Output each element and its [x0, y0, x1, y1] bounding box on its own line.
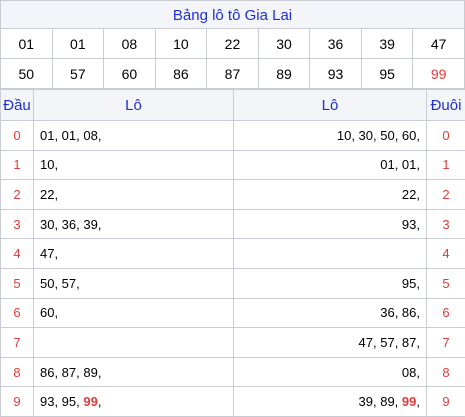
dau-cell: 7 — [1, 328, 34, 358]
number-cell: 50 — [1, 59, 53, 89]
lo-right-header: Lô — [234, 90, 427, 121]
lo-right-cell: 47, 57, 87, — [234, 328, 427, 358]
lo-left-cell — [34, 328, 234, 358]
lo-right-cell: 39, 89, 99, — [234, 387, 427, 417]
loto-row: 9 93, 95, 99, 39, 89, 99, 9 — [1, 387, 465, 417]
loto-row: 8 86, 87, 89, 08, 8 — [1, 357, 465, 387]
duoi-cell: 7 — [427, 328, 465, 358]
numbers-row-2: 50 57 60 86 87 89 93 95 99 — [1, 59, 465, 89]
number-cell: 86 — [155, 59, 207, 89]
duoi-cell: 4 — [427, 239, 465, 269]
lo-left-cell: 01, 01, 08, — [34, 121, 234, 151]
loto-row: 3 30, 36, 39, 93, 3 — [1, 209, 465, 239]
duoi-cell: 5 — [427, 268, 465, 298]
number-cell: 01 — [1, 29, 53, 59]
number-cell: 89 — [258, 59, 310, 89]
dau-cell: 5 — [1, 268, 34, 298]
number-cell: 30 — [258, 29, 310, 59]
number-cell-highlight: 99 — [413, 59, 465, 89]
number-cell: 47 — [413, 29, 465, 59]
number-cell: 22 — [207, 29, 259, 59]
lo-right-cell: 36, 86, — [234, 298, 427, 328]
lo-left-cell: 22, — [34, 180, 234, 210]
loto-row: 0 01, 01, 08, 10, 30, 50, 60, 0 — [1, 121, 465, 151]
lo-right-cell: 08, — [234, 357, 427, 387]
loto-row: 7 47, 57, 87, 7 — [1, 328, 465, 358]
dau-cell: 0 — [1, 121, 34, 151]
lo-left-cell: 10, — [34, 150, 234, 180]
loto-row: 6 60, 36, 86, 6 — [1, 298, 465, 328]
number-cell: 60 — [104, 59, 156, 89]
lo-left-cell: 93, 95, 99, — [34, 387, 234, 417]
lo-right-cell — [234, 239, 427, 269]
dau-cell: 4 — [1, 239, 34, 269]
loto-row: 2 22, 22, 2 — [1, 180, 465, 210]
lo-left-highlight: 99 — [83, 394, 97, 409]
duoi-cell: 8 — [427, 357, 465, 387]
dau-cell: 6 — [1, 298, 34, 328]
loto-row: 4 47, 4 — [1, 239, 465, 269]
number-cell: 95 — [361, 59, 413, 89]
lo-right-cell: 01, 01, — [234, 150, 427, 180]
lo-left-cell: 86, 87, 89, — [34, 357, 234, 387]
dau-header: Đầu — [1, 90, 34, 121]
duoi-cell: 9 — [427, 387, 465, 417]
loto-row: 1 10, 01, 01, 1 — [1, 150, 465, 180]
number-cell: 10 — [155, 29, 207, 59]
dau-cell: 8 — [1, 357, 34, 387]
lo-left-cell: 60, — [34, 298, 234, 328]
duoi-cell: 0 — [427, 121, 465, 151]
lo-left-suffix: , — [98, 394, 102, 409]
number-cell: 01 — [52, 29, 104, 59]
board-title: Bảng lô tô Gia Lai — [0, 0, 465, 29]
dau-cell: 9 — [1, 387, 34, 417]
loto-table: Đầu Lô Lô Đuôi 0 01, 01, 08, 10, 30, 50,… — [0, 89, 465, 417]
lo-left-cell: 30, 36, 39, — [34, 209, 234, 239]
lo-left-cell: 50, 57, — [34, 268, 234, 298]
duoi-header: Đuôi — [427, 90, 465, 121]
lo-right-text: 39, 89, — [359, 394, 402, 409]
number-cell: 36 — [310, 29, 362, 59]
number-cell: 08 — [104, 29, 156, 59]
lo-right-suffix: , — [416, 394, 420, 409]
duoi-cell: 3 — [427, 209, 465, 239]
lo-right-cell: 95, — [234, 268, 427, 298]
lo-right-highlight: 99 — [402, 394, 416, 409]
duoi-cell: 6 — [427, 298, 465, 328]
number-cell: 87 — [207, 59, 259, 89]
number-cell: 57 — [52, 59, 104, 89]
lo-right-cell: 93, — [234, 209, 427, 239]
lo-left-header: Lô — [34, 90, 234, 121]
duoi-cell: 1 — [427, 150, 465, 180]
lo-left-cell: 47, — [34, 239, 234, 269]
dau-cell: 2 — [1, 180, 34, 210]
lo-right-cell: 10, 30, 50, 60, — [234, 121, 427, 151]
dau-cell: 1 — [1, 150, 34, 180]
loto-row: 5 50, 57, 95, 5 — [1, 268, 465, 298]
numbers-table: 01 01 08 10 22 30 36 39 47 50 57 60 86 8… — [0, 28, 465, 89]
numbers-row-1: 01 01 08 10 22 30 36 39 47 — [1, 29, 465, 59]
duoi-cell: 2 — [427, 180, 465, 210]
loto-header-row: Đầu Lô Lô Đuôi — [1, 90, 465, 121]
lo-left-text: 93, 95, — [40, 394, 83, 409]
dau-cell: 3 — [1, 209, 34, 239]
number-cell: 93 — [310, 59, 362, 89]
lo-right-cell: 22, — [234, 180, 427, 210]
number-cell: 39 — [361, 29, 413, 59]
